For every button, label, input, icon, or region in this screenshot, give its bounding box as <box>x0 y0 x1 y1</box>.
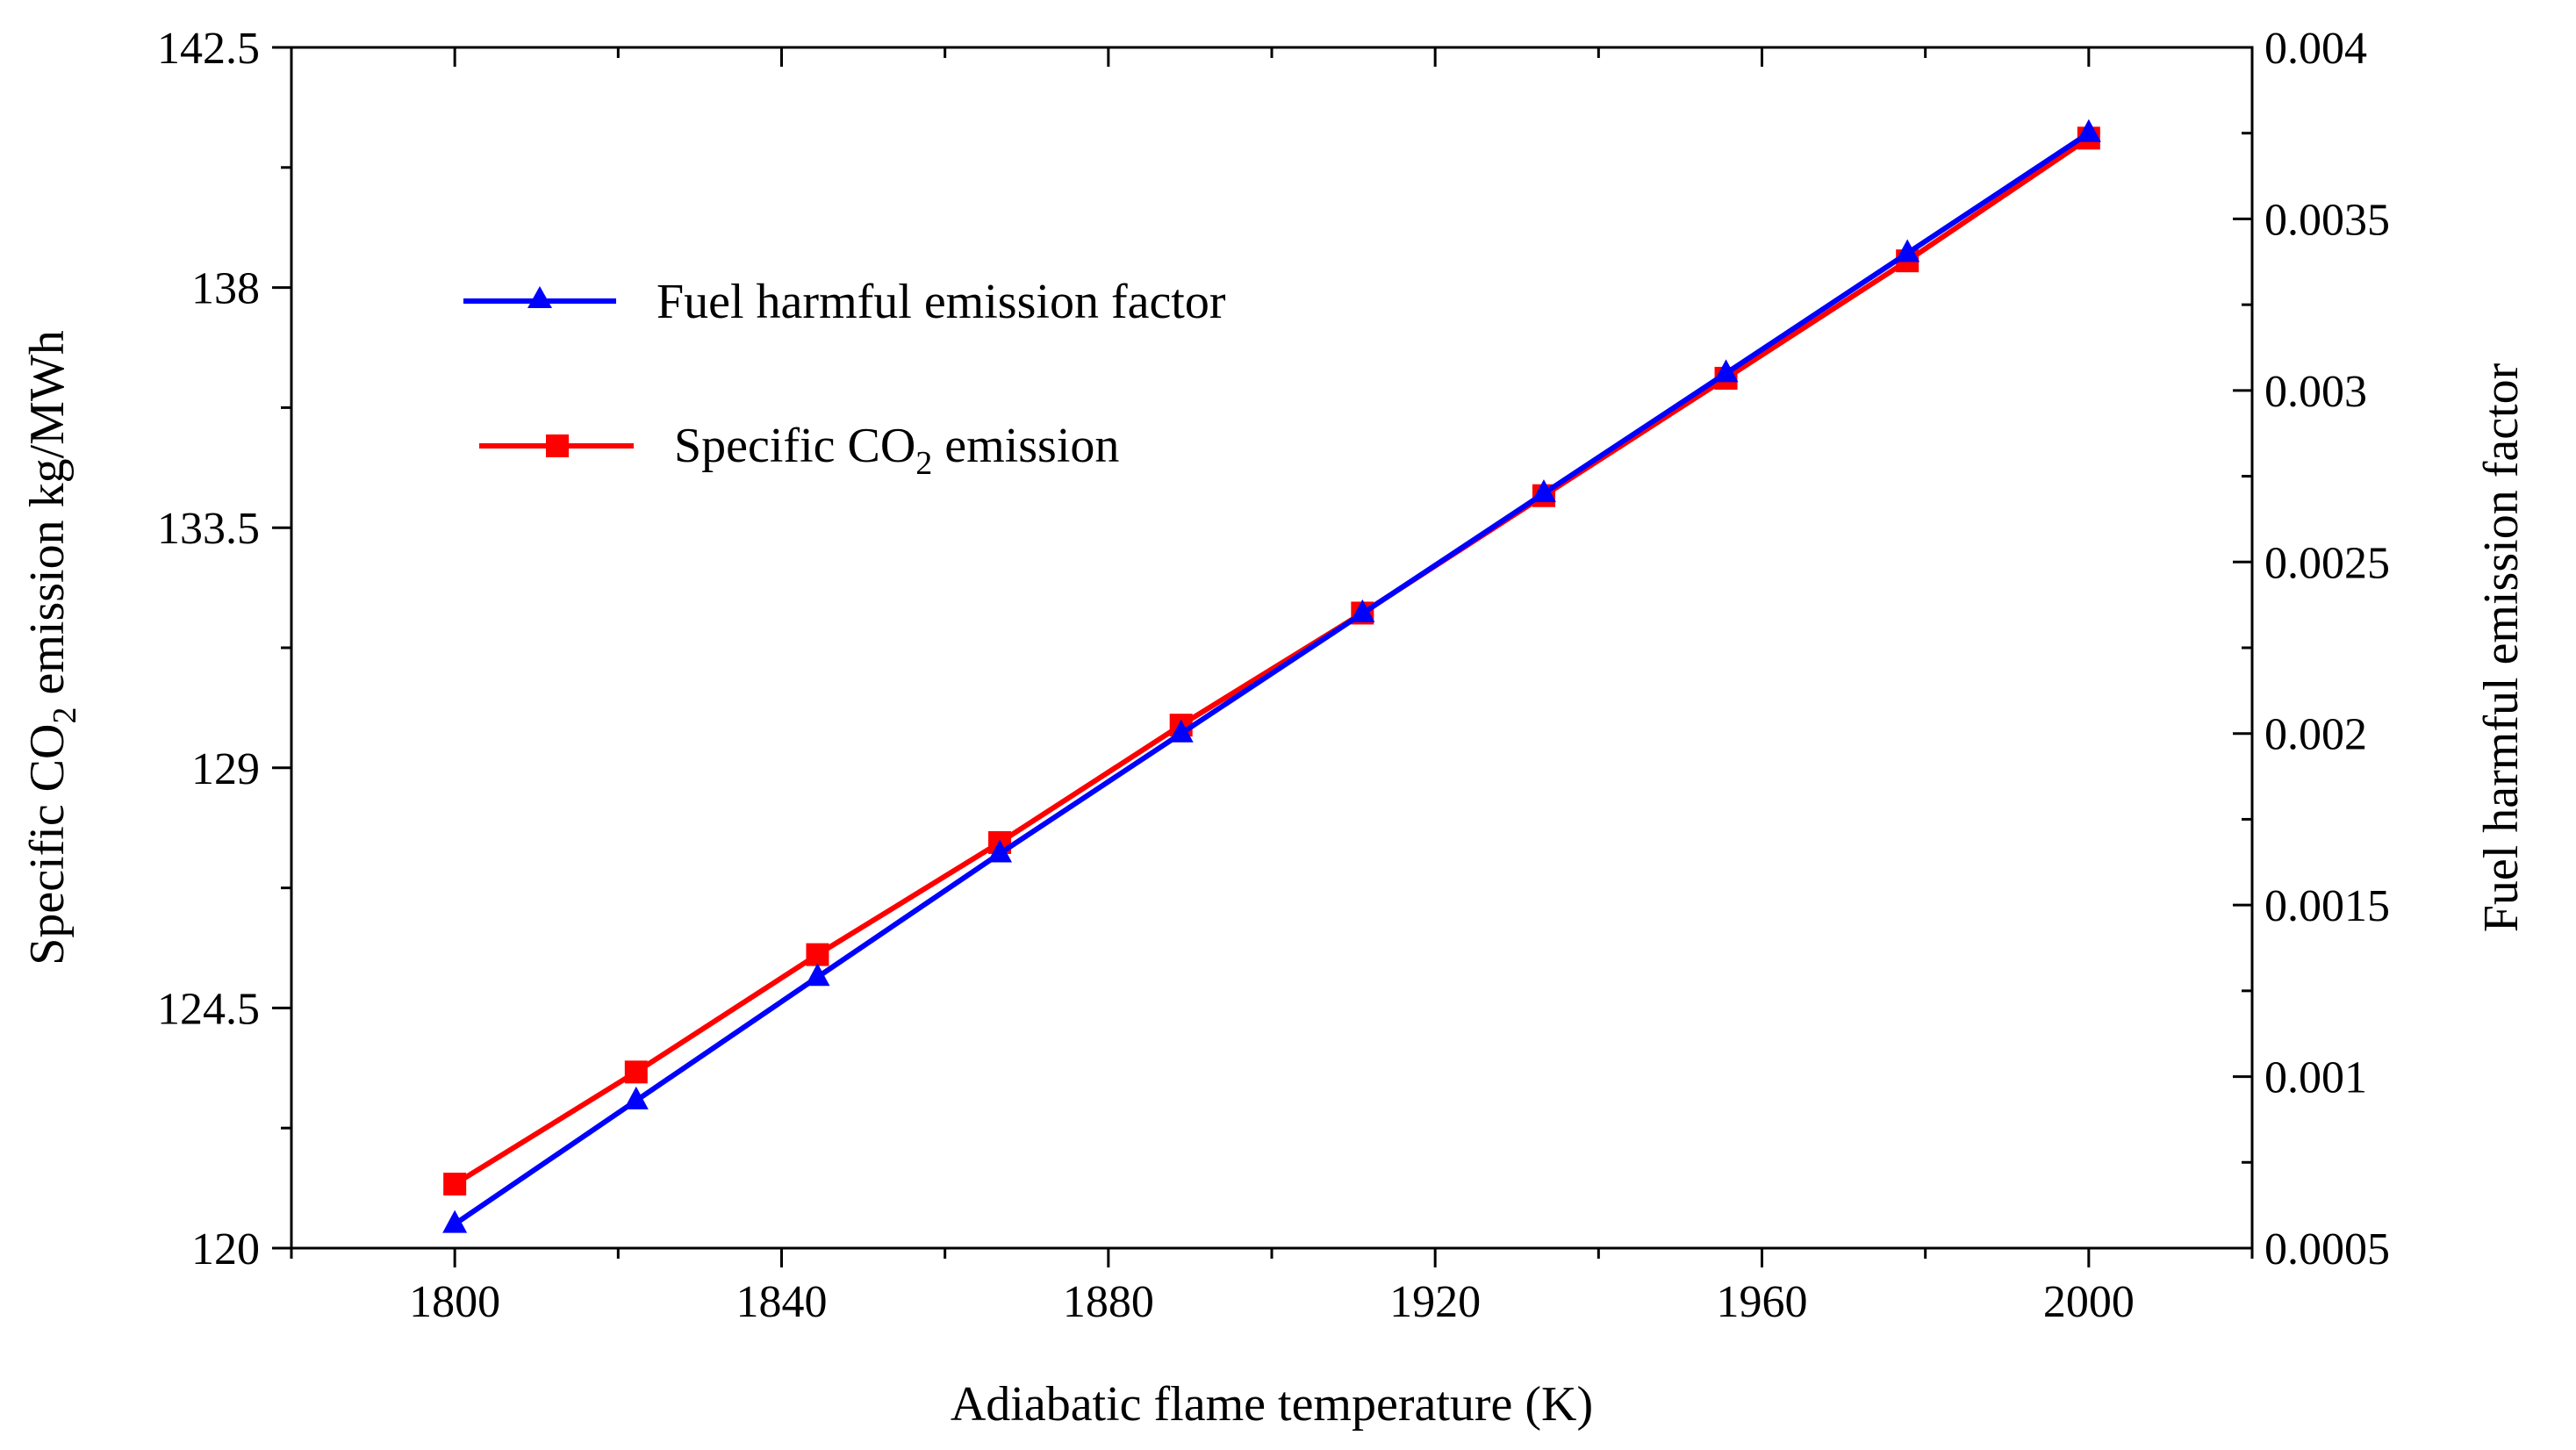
svg-text:Specific CO2 emission: Specific CO2 emission <box>674 419 1119 482</box>
y-left-axis-ticks: 120 124.5 129 133.5 138 142.5 <box>157 24 291 1274</box>
data-point-fuel-factor <box>623 1086 649 1109</box>
data-point-fuel-factor <box>1531 479 1556 503</box>
y-left-title-prefix: Specific CO <box>20 724 75 965</box>
x-tick-label: 1800 <box>409 1277 500 1327</box>
y-right-tick-label: 0.0015 <box>2264 881 2390 931</box>
series-layer <box>442 118 2101 1233</box>
y-left-title-sub: 2 <box>47 707 83 724</box>
series-line-fuel-factor <box>453 131 2091 1227</box>
legend-marker-triangle-icon <box>527 286 552 308</box>
x-tick-label: 1920 <box>1389 1277 1481 1327</box>
data-point-fuel-factor <box>442 1210 468 1233</box>
y-left-tick-label: 133.5 <box>157 504 260 554</box>
x-tick-label: 1960 <box>1717 1277 1808 1327</box>
data-point-fuel-factor <box>805 963 830 987</box>
legend-label-co2-sub: 2 <box>915 445 932 482</box>
data-point-co2 <box>443 1173 467 1196</box>
x-tick-label: 1880 <box>1063 1277 1154 1327</box>
y-left-tick-label: 142.5 <box>157 24 260 74</box>
y-left-axis-title: Specific CO2 emission kg/MWh <box>20 330 83 965</box>
legend-marker-square-icon <box>546 434 569 457</box>
data-point-fuel-factor <box>1350 599 1375 622</box>
data-point-fuel-factor <box>1713 359 1739 383</box>
x-axis-title: Adiabatic flame temperature (K) <box>951 1377 1593 1432</box>
x-axis-ticks: 1800 1840 1880 1920 1960 2000 <box>290 47 2254 1327</box>
svg-text:Fuel harmful emission factor: Fuel harmful emission factor <box>2474 362 2529 932</box>
legend-label-co2-prefix: Specific CO <box>674 419 915 473</box>
data-point-fuel-factor <box>1168 719 1194 743</box>
y-right-tick-label: 0.003 <box>2264 367 2367 417</box>
legend: Fuel harmful emission factor Specific CO… <box>463 275 1226 482</box>
data-point-fuel-factor <box>987 839 1013 863</box>
y-right-axis-ticks: 0.0005 0.001 0.0015 0.002 0.0025 0.003 0.0035 0… <box>2233 24 2390 1274</box>
data-point-fuel-factor <box>1895 239 1920 262</box>
y-right-tick-label: 0.0035 <box>2264 195 2390 245</box>
y-left-title-suffix: emission kg/MWh <box>20 330 75 707</box>
svg-text:Specific CO2 emission kg/MWh: Specific CO2 emission kg/MWh <box>20 330 83 965</box>
y-left-tick-label: 120 <box>191 1224 260 1274</box>
legend-item-co2: Specific CO2 emission <box>479 419 1119 482</box>
y-left-tick-label: 129 <box>191 744 260 794</box>
y-left-tick-label: 124.5 <box>157 984 260 1034</box>
y-right-tick-label: 0.001 <box>2264 1053 2367 1103</box>
y-right-tick-label: 0.0005 <box>2264 1224 2390 1274</box>
legend-label-fuel-factor: Fuel harmful emission factor <box>657 275 1226 329</box>
x-tick-label: 2000 <box>2043 1277 2135 1327</box>
series-line-co2 <box>453 135 2091 1187</box>
x-tick-label: 1840 <box>736 1277 828 1327</box>
data-point-co2 <box>624 1060 648 1084</box>
data-point-fuel-factor <box>2076 118 2101 142</box>
legend-item-fuel-factor: Fuel harmful emission factor <box>463 275 1226 329</box>
y-right-tick-label: 0.004 <box>2264 24 2367 74</box>
legend-label-co2-suffix: emission <box>932 419 1119 473</box>
y-right-tick-label: 0.002 <box>2264 710 2367 760</box>
y-left-tick-label: 138 <box>191 264 260 314</box>
y-right-axis-title: Fuel harmful emission factor <box>2474 362 2529 932</box>
data-point-co2 <box>806 943 829 966</box>
y-right-tick-label: 0.0025 <box>2264 538 2390 588</box>
